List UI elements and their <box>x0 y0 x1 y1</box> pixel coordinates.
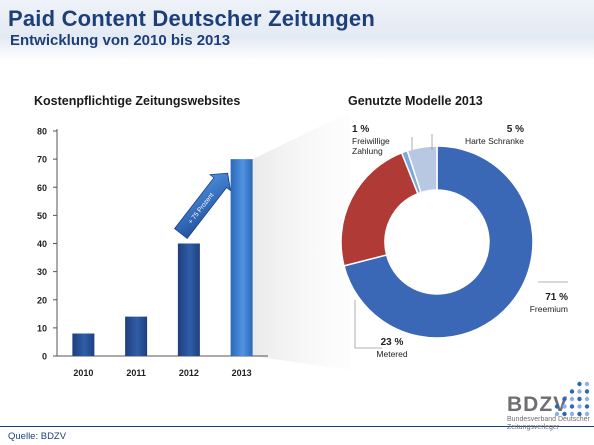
logo-dot <box>554 404 560 409</box>
logo-dot <box>569 396 575 402</box>
logo-dot <box>577 411 582 417</box>
slice-name-label: Freemium <box>530 304 568 314</box>
y-tick-label: 0 <box>42 352 47 362</box>
page-title: Paid Content Deutscher Zeitungen <box>8 6 375 31</box>
bdzv-logo-line-2: Zeitungsverleger <box>507 424 560 431</box>
slice-name-label: Freiwillige <box>352 136 390 146</box>
slice-name-label: Zahlung <box>352 146 383 156</box>
logo-dot <box>562 396 567 402</box>
logo-dot <box>584 389 590 394</box>
slice-harte-schranke <box>406 145 438 194</box>
y-tick-label: 10 <box>37 323 47 333</box>
logo-dot <box>584 404 590 409</box>
connector-wedge <box>252 112 350 370</box>
logo-dot <box>577 396 582 402</box>
logo-dot <box>569 404 575 409</box>
header-band <box>0 0 594 62</box>
slice-name-label: Harte Schranke <box>465 136 524 146</box>
logo-dot <box>562 404 567 409</box>
logo-dot <box>584 396 590 402</box>
y-tick-label: 30 <box>37 267 47 277</box>
leader-line <box>354 300 382 349</box>
logo-dot <box>584 411 590 417</box>
source-note: Quelle: BDZV <box>8 431 67 442</box>
donut-chart-title: Genutzte Modelle 2013 <box>348 94 483 108</box>
x-tick-label: 2013 <box>232 368 252 378</box>
slice-name-label: Metered <box>376 349 407 359</box>
growth-arrow-icon: + 75 Prozent <box>173 172 232 239</box>
logo-dot <box>577 404 582 409</box>
bdzv-logo-text: BDZV <box>507 393 569 416</box>
y-tick-label: 50 <box>37 211 47 221</box>
y-tick-label: 60 <box>37 183 47 193</box>
y-tick-label: 40 <box>37 239 47 249</box>
bar-2012 <box>177 243 200 356</box>
slice-value-label: 1 % <box>352 124 369 135</box>
logo-dot <box>584 381 590 387</box>
bar-2010 <box>72 333 95 356</box>
y-tick-label: 70 <box>37 155 47 165</box>
bdzv-logo-dots-icon <box>554 381 590 417</box>
growth-arrow-shape <box>173 172 232 239</box>
page-subtitle: Entwicklung von 2010 bis 2013 <box>10 32 231 49</box>
x-tick-label: 2011 <box>126 368 146 378</box>
y-tick-label: 80 <box>37 127 47 137</box>
logo-dot <box>577 389 582 394</box>
bar-chart-title: Kostenpflichtige Zeitungswebsites <box>34 94 241 108</box>
footer-rule <box>0 426 594 427</box>
slice-value-label: 71 % <box>545 292 568 303</box>
logo-dot <box>562 411 567 417</box>
x-tick-label: 2012 <box>179 368 199 378</box>
logo-dot <box>577 381 582 387</box>
y-tick-label: 20 <box>37 295 47 305</box>
slice-freemium <box>343 145 534 339</box>
slice-metered <box>340 151 419 267</box>
slice-value-label: 23 % <box>381 337 404 348</box>
logo-dot <box>554 411 560 417</box>
logo-dot <box>569 389 575 394</box>
bar-2013 <box>230 159 253 356</box>
slice-value-label: 5 % <box>507 124 524 135</box>
logo-dot <box>569 411 575 417</box>
x-tick-label: 2010 <box>73 368 93 378</box>
bar-2011 <box>125 316 148 356</box>
bdzv-logo-line-1: Bundesverband Deutscher <box>507 416 590 423</box>
